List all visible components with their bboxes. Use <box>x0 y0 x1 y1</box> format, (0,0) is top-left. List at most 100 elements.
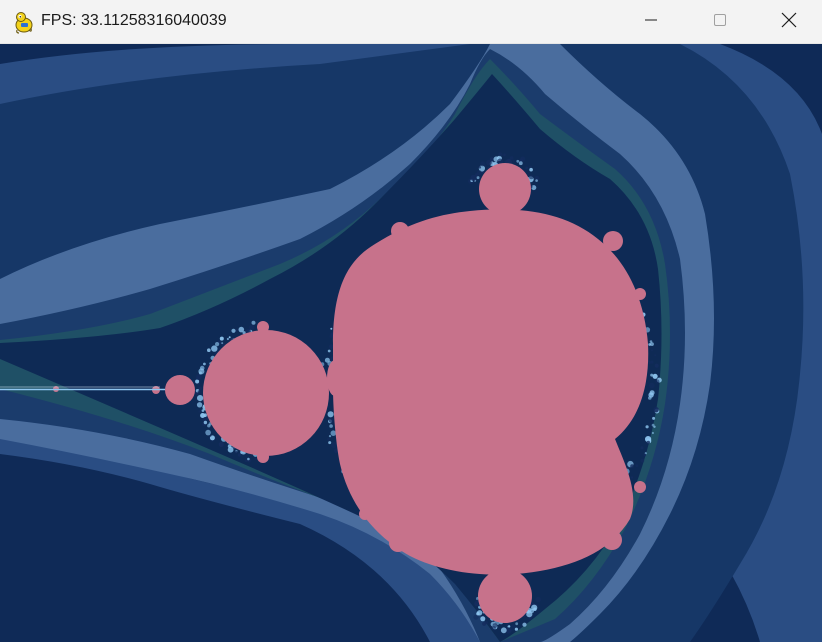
filament-dot <box>655 379 660 384</box>
filament-dot <box>515 622 519 626</box>
filament-dot <box>207 348 211 353</box>
filament-dot <box>235 450 238 454</box>
filament-dot <box>533 607 537 611</box>
filament-dot <box>478 166 482 169</box>
filament-dot <box>535 179 538 182</box>
filament-dot <box>218 347 222 351</box>
filament-dot <box>201 409 205 412</box>
filament-dot <box>486 159 492 166</box>
filament-dot <box>650 373 654 377</box>
top-bulb <box>479 163 531 215</box>
filament-dot <box>244 459 248 462</box>
filament-dot <box>476 612 480 616</box>
filament-dot <box>649 340 653 343</box>
filament-dot <box>503 153 506 157</box>
filament-dot <box>512 159 515 162</box>
main-cardioid <box>333 209 649 575</box>
filament-dot <box>200 413 206 418</box>
filament-dot <box>650 360 654 364</box>
filament-dot <box>643 453 647 457</box>
filament-dot <box>630 464 634 469</box>
maximize-button[interactable] <box>685 0 754 44</box>
filament-dot <box>211 345 218 352</box>
filament-dot <box>328 435 332 438</box>
filament-dot <box>238 326 245 333</box>
filament-dot <box>654 354 657 357</box>
filament-dot <box>640 458 645 463</box>
filament-dot <box>645 425 649 429</box>
filament-dot <box>196 402 203 408</box>
filament-dot <box>473 614 479 620</box>
filament-dot <box>506 623 509 626</box>
filament-dot <box>251 320 256 325</box>
window-title: FPS: 33.11258316040039 <box>41 12 227 29</box>
filament-dot <box>489 157 495 162</box>
filament-dot <box>240 450 244 454</box>
filament-dot <box>650 349 654 352</box>
filament-dot <box>231 328 236 333</box>
filament-dot <box>331 442 338 449</box>
filament-dot <box>648 382 655 389</box>
filament-dot <box>219 336 224 341</box>
filament-dot <box>531 185 537 191</box>
filament-dot <box>648 396 652 400</box>
filament-dot <box>652 416 656 420</box>
filament-dot <box>525 166 528 170</box>
filament-dot <box>516 619 520 623</box>
filament-dot <box>516 159 520 163</box>
filament-dot <box>327 411 334 418</box>
filament-dot <box>215 342 220 347</box>
filament-dot <box>647 360 652 365</box>
title-bar[interactable]: FPS: 33.11258316040039 <box>0 0 822 44</box>
filament-dot <box>227 446 234 453</box>
filament-dot <box>247 457 250 461</box>
filament-dot <box>218 441 224 447</box>
close-icon <box>781 12 797 33</box>
app-icon <box>12 10 36 34</box>
filament-dot <box>648 343 652 346</box>
filament-dot <box>197 395 204 402</box>
filament-dot <box>203 362 206 366</box>
filament-dot <box>203 420 208 425</box>
filament-dot <box>221 342 224 345</box>
filament-dot <box>254 457 257 461</box>
filament-dot <box>249 324 255 330</box>
filament-dot <box>518 161 523 166</box>
maximize-icon <box>713 13 727 32</box>
filament-dot <box>209 435 215 441</box>
filament-dot <box>470 174 477 182</box>
filament-dot <box>330 327 333 330</box>
filament-dot <box>640 446 644 450</box>
filament-dot <box>199 365 205 371</box>
filament-dot <box>529 167 533 172</box>
period-4-bulb <box>165 375 195 405</box>
minimize-icon <box>644 13 658 32</box>
bottom-bulb <box>478 569 532 623</box>
filament-dot <box>646 440 650 445</box>
filament-dot <box>651 423 655 427</box>
filament-dot <box>242 331 246 335</box>
filament-dot <box>226 337 229 341</box>
filament-dot <box>485 621 489 625</box>
filament-dot <box>329 424 333 428</box>
filament-dot <box>328 344 334 349</box>
close-button[interactable] <box>754 0 822 44</box>
filament-dot <box>497 158 504 165</box>
filament-dot <box>652 373 658 379</box>
minimize-button[interactable] <box>616 0 685 44</box>
filament-dot <box>480 161 486 167</box>
filament-dot <box>529 174 534 180</box>
filament-dot <box>654 363 659 368</box>
period-2-bulb <box>203 330 329 456</box>
filament-dot <box>498 152 503 157</box>
filament-dot <box>476 170 482 176</box>
filament-dot <box>205 429 211 436</box>
mandelbrot-canvas[interactable] <box>0 44 822 642</box>
filament-dot <box>324 357 330 363</box>
filament-dot <box>650 342 654 346</box>
filament-dot <box>195 391 199 395</box>
filament-dot <box>207 424 211 428</box>
filament-dot <box>509 156 514 160</box>
filament-dot <box>480 616 486 622</box>
